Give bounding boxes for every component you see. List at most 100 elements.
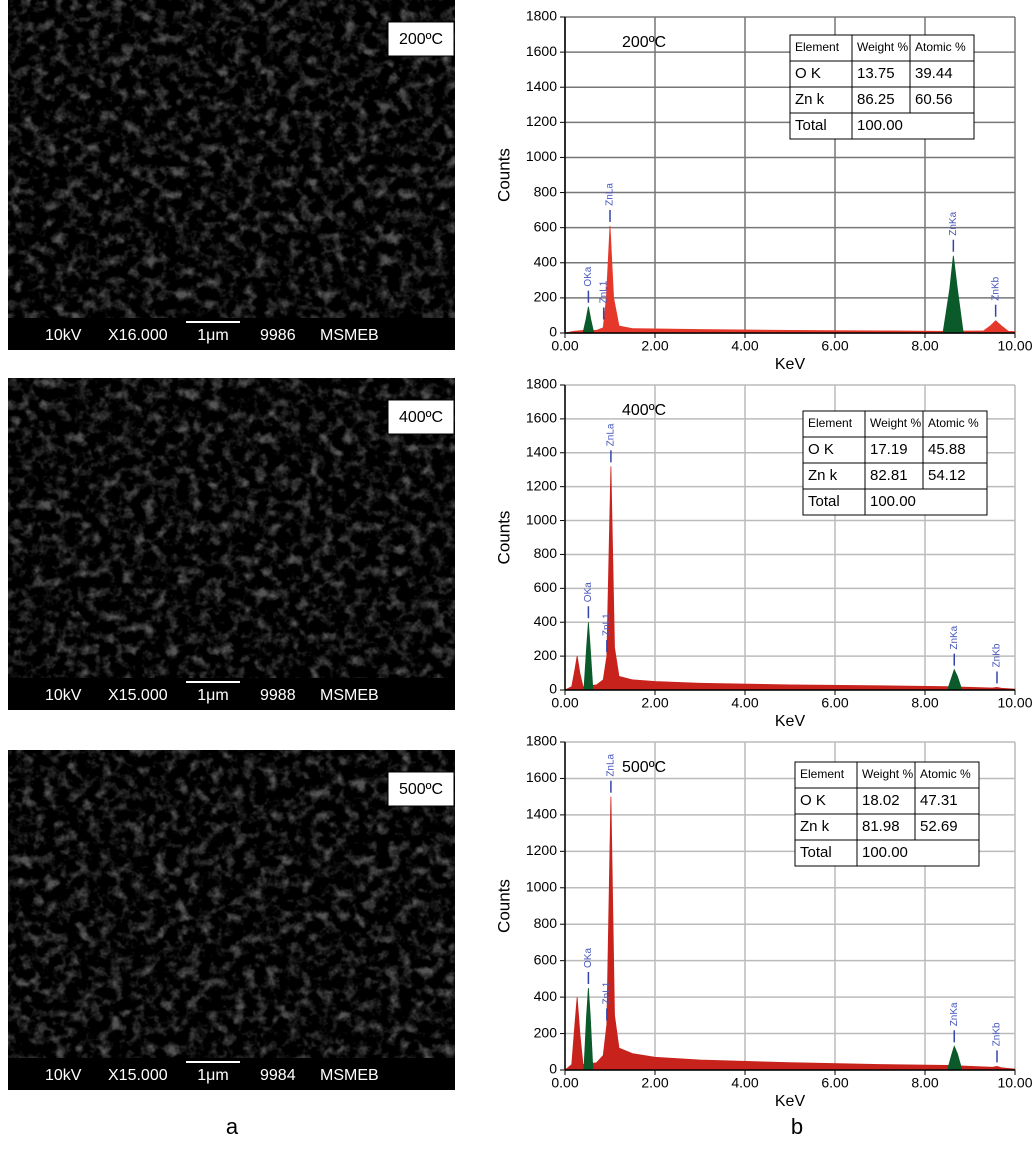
y-tick-label: 1800 — [526, 733, 557, 749]
voltage: 10kV — [45, 327, 82, 344]
table-header: Atomic % — [920, 767, 971, 781]
table-cell: 17.19 — [870, 441, 908, 458]
y-tick-label: 1200 — [526, 113, 557, 129]
voltage: 10kV — [45, 687, 82, 704]
peak-label: ZnKa — [948, 211, 959, 235]
table-cell: 60.56 — [915, 91, 953, 108]
table-cell: Total — [800, 844, 832, 861]
table-header: Element — [795, 40, 840, 54]
peak-label: ZnKa — [949, 1002, 960, 1026]
magnification: X15.000 — [108, 1067, 168, 1084]
y-tick-label: 1600 — [526, 43, 557, 59]
image-id: 9984 — [260, 1067, 296, 1084]
sem-image: 10kVX15.0001μm9988MSMEB400ºC — [8, 378, 455, 710]
peak-label: ZnKa — [949, 625, 960, 649]
table-cell: O K — [800, 792, 826, 809]
table-cell: 86.25 — [857, 91, 895, 108]
x-tick-label: 2.00 — [641, 695, 668, 711]
voltage: 10kV — [45, 1067, 82, 1084]
y-tick-label: 1000 — [526, 878, 557, 894]
x-tick-label: 0.00 — [551, 338, 578, 354]
peak-label: ZnLa — [605, 183, 616, 206]
x-tick-label: 10.00 — [997, 1075, 1032, 1091]
image-id: 9986 — [260, 327, 296, 344]
y-tick-label: 600 — [534, 951, 558, 967]
peak-label: ZnKb — [992, 1022, 1003, 1046]
table-header: Atomic % — [915, 40, 966, 54]
y-tick-label: 400 — [534, 988, 558, 1004]
table-header: Atomic % — [928, 416, 979, 430]
x-tick-label: 6.00 — [821, 1075, 848, 1091]
table-cell: 52.69 — [920, 818, 958, 835]
lab: MSMEB — [320, 687, 379, 704]
y-tick-label: 1800 — [526, 8, 557, 24]
y-tick-label: 1000 — [526, 148, 557, 164]
table-cell: 81.98 — [862, 818, 900, 835]
lab: MSMEB — [320, 1067, 379, 1084]
y-tick-label: 600 — [534, 218, 558, 234]
x-axis-title: KeV — [775, 1093, 806, 1110]
table-cell: Zn k — [808, 467, 838, 484]
table-cell: 54.12 — [928, 467, 966, 484]
y-axis-title: Counts — [494, 511, 513, 565]
y-tick-label: 1600 — [526, 410, 557, 426]
y-tick-label: 400 — [534, 253, 558, 269]
annotation: 200ºC — [622, 34, 666, 51]
lab: MSMEB — [320, 327, 379, 344]
x-tick-label: 4.00 — [731, 695, 758, 711]
annotation: 400ºC — [622, 402, 666, 419]
y-tick-label: 1400 — [526, 806, 557, 822]
table-cell: 13.75 — [857, 65, 895, 82]
y-axis-title: Counts — [494, 879, 513, 933]
y-tick-label: 1400 — [526, 78, 557, 94]
x-tick-label: 10.00 — [997, 338, 1032, 354]
y-tick-label: 1200 — [526, 477, 557, 493]
y-tick-label: 1800 — [526, 376, 557, 392]
y-tick-label: 1600 — [526, 769, 557, 785]
peak-label: OKa — [583, 582, 594, 602]
table-cell: Total — [808, 493, 840, 510]
x-tick-label: 8.00 — [911, 1075, 938, 1091]
y-tick-label: 400 — [534, 613, 558, 629]
x-tick-label: 4.00 — [731, 338, 758, 354]
scale: 1μm — [197, 327, 228, 344]
y-tick-label: 200 — [534, 1024, 558, 1040]
x-axis-title: KeV — [775, 713, 806, 730]
table-cell: 82.81 — [870, 467, 908, 484]
x-tick-label: 2.00 — [641, 338, 668, 354]
y-tick-label: 1200 — [526, 842, 557, 858]
image-id: 9988 — [260, 687, 296, 704]
table-header: Weight % — [857, 40, 908, 54]
y-tick-label: 800 — [534, 545, 558, 561]
panel-label: b — [791, 1114, 803, 1139]
eds-chart: 0200400600800100012001400160018000.002.0… — [494, 8, 1032, 374]
panel-label: a — [226, 1114, 239, 1139]
table-cell: O K — [808, 441, 834, 458]
magnification: X16.000 — [108, 327, 168, 344]
table-header: Element — [800, 767, 845, 781]
table-header: Weight % — [862, 767, 913, 781]
table-cell: 100.00 — [870, 493, 916, 510]
table-header: Weight % — [870, 416, 921, 430]
y-tick-label: 1400 — [526, 443, 557, 459]
x-tick-label: 4.00 — [731, 1075, 758, 1091]
table-header: Element — [808, 416, 853, 430]
peak-label: OKa — [583, 948, 594, 968]
table-cell: O K — [795, 65, 821, 82]
x-tick-label: 6.00 — [821, 338, 848, 354]
table-cell: Total — [795, 117, 827, 134]
y-tick-label: 600 — [534, 579, 558, 595]
table-cell: Zn k — [795, 91, 825, 108]
peak-label: ZnKb — [992, 643, 1003, 667]
x-tick-label: 10.00 — [997, 695, 1032, 711]
peak-label: ZnL1 — [598, 280, 609, 303]
eds-chart: 0200400600800100012001400160018000.002.0… — [494, 733, 1032, 1111]
peak-label: ZnKb — [990, 276, 1001, 300]
table-cell: 45.88 — [928, 441, 966, 458]
peak-label: ZnLa — [606, 423, 617, 446]
annotation: 500ºC — [622, 759, 666, 776]
temperature: 200ºC — [399, 31, 443, 48]
peak-label: ZnL1 — [601, 613, 612, 636]
